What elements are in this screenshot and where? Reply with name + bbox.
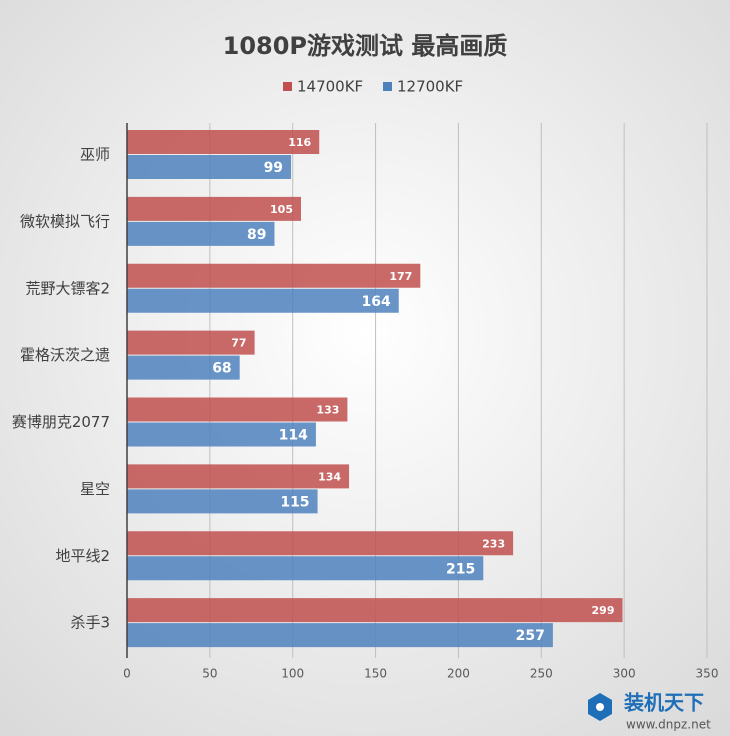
watermark: 装机天下 www.dnpz.net <box>588 691 711 732</box>
bar <box>127 355 240 380</box>
y-tick-label: 杀手3 <box>70 614 110 632</box>
value-label: 89 <box>247 227 266 243</box>
bar <box>127 623 553 648</box>
value-label: 164 <box>362 294 391 310</box>
y-tick-label: 赛博朋克2077 <box>12 413 110 431</box>
y-tick-label: 微软模拟飞行 <box>20 212 110 230</box>
bar <box>127 598 623 623</box>
value-label: 77 <box>231 337 246 350</box>
x-tick-label: 100 <box>281 667 304 681</box>
value-label: 257 <box>516 628 545 644</box>
bar <box>127 263 421 288</box>
value-label: 177 <box>389 270 412 283</box>
legend-swatch <box>283 82 292 91</box>
y-tick-label: 星空 <box>80 480 110 498</box>
x-tick-label: 150 <box>364 667 387 681</box>
value-label: 299 <box>592 604 615 617</box>
chart-title: 1080P游戏测试 最高画质 <box>223 32 508 60</box>
bar <box>127 489 318 514</box>
value-label: 68 <box>212 361 231 377</box>
value-label: 215 <box>446 561 475 577</box>
bar <box>127 130 320 154</box>
bar <box>127 155 292 179</box>
bar <box>127 288 399 313</box>
bar <box>127 330 255 355</box>
bar <box>127 221 275 246</box>
watermark-brand: 装机天下 <box>623 691 704 715</box>
value-label: 105 <box>270 203 293 216</box>
x-tick-label: 250 <box>530 667 553 681</box>
y-tick-label: 霍格沃茨之遗 <box>20 346 110 364</box>
watermark-url: www.dnpz.net <box>626 718 711 732</box>
plot: 0 50 100 150 200 250 300 350 14700KF 12700KF 巫师 116… <box>12 78 719 681</box>
value-label: 233 <box>482 537 505 550</box>
legend-label: 14700KF <box>297 78 363 96</box>
value-label: 134 <box>318 470 341 483</box>
value-label: 99 <box>264 160 283 176</box>
x-tick-label: 0 <box>123 667 131 681</box>
bar <box>127 397 348 422</box>
y-tick-label: 地平线2 <box>55 547 110 565</box>
x-tick-label: 50 <box>202 667 217 681</box>
bar <box>127 531 514 556</box>
x-tick-label: 200 <box>447 667 470 681</box>
bar <box>127 464 350 489</box>
value-label: 114 <box>279 428 308 444</box>
value-label: 133 <box>316 404 339 417</box>
x-tick-label: 300 <box>613 667 636 681</box>
x-tick-label: 350 <box>696 667 719 681</box>
y-tick-label: 巫师 <box>80 146 110 164</box>
y-tick-label: 荒野大镖客2 <box>25 279 110 297</box>
bar <box>127 196 301 221</box>
legend-swatch <box>383 82 392 91</box>
bar <box>127 556 484 581</box>
value-label: 115 <box>280 494 309 510</box>
legend-label: 12700KF <box>397 78 463 96</box>
value-label: 116 <box>288 136 311 149</box>
bar <box>127 422 316 447</box>
logo-dot <box>596 703 604 711</box>
